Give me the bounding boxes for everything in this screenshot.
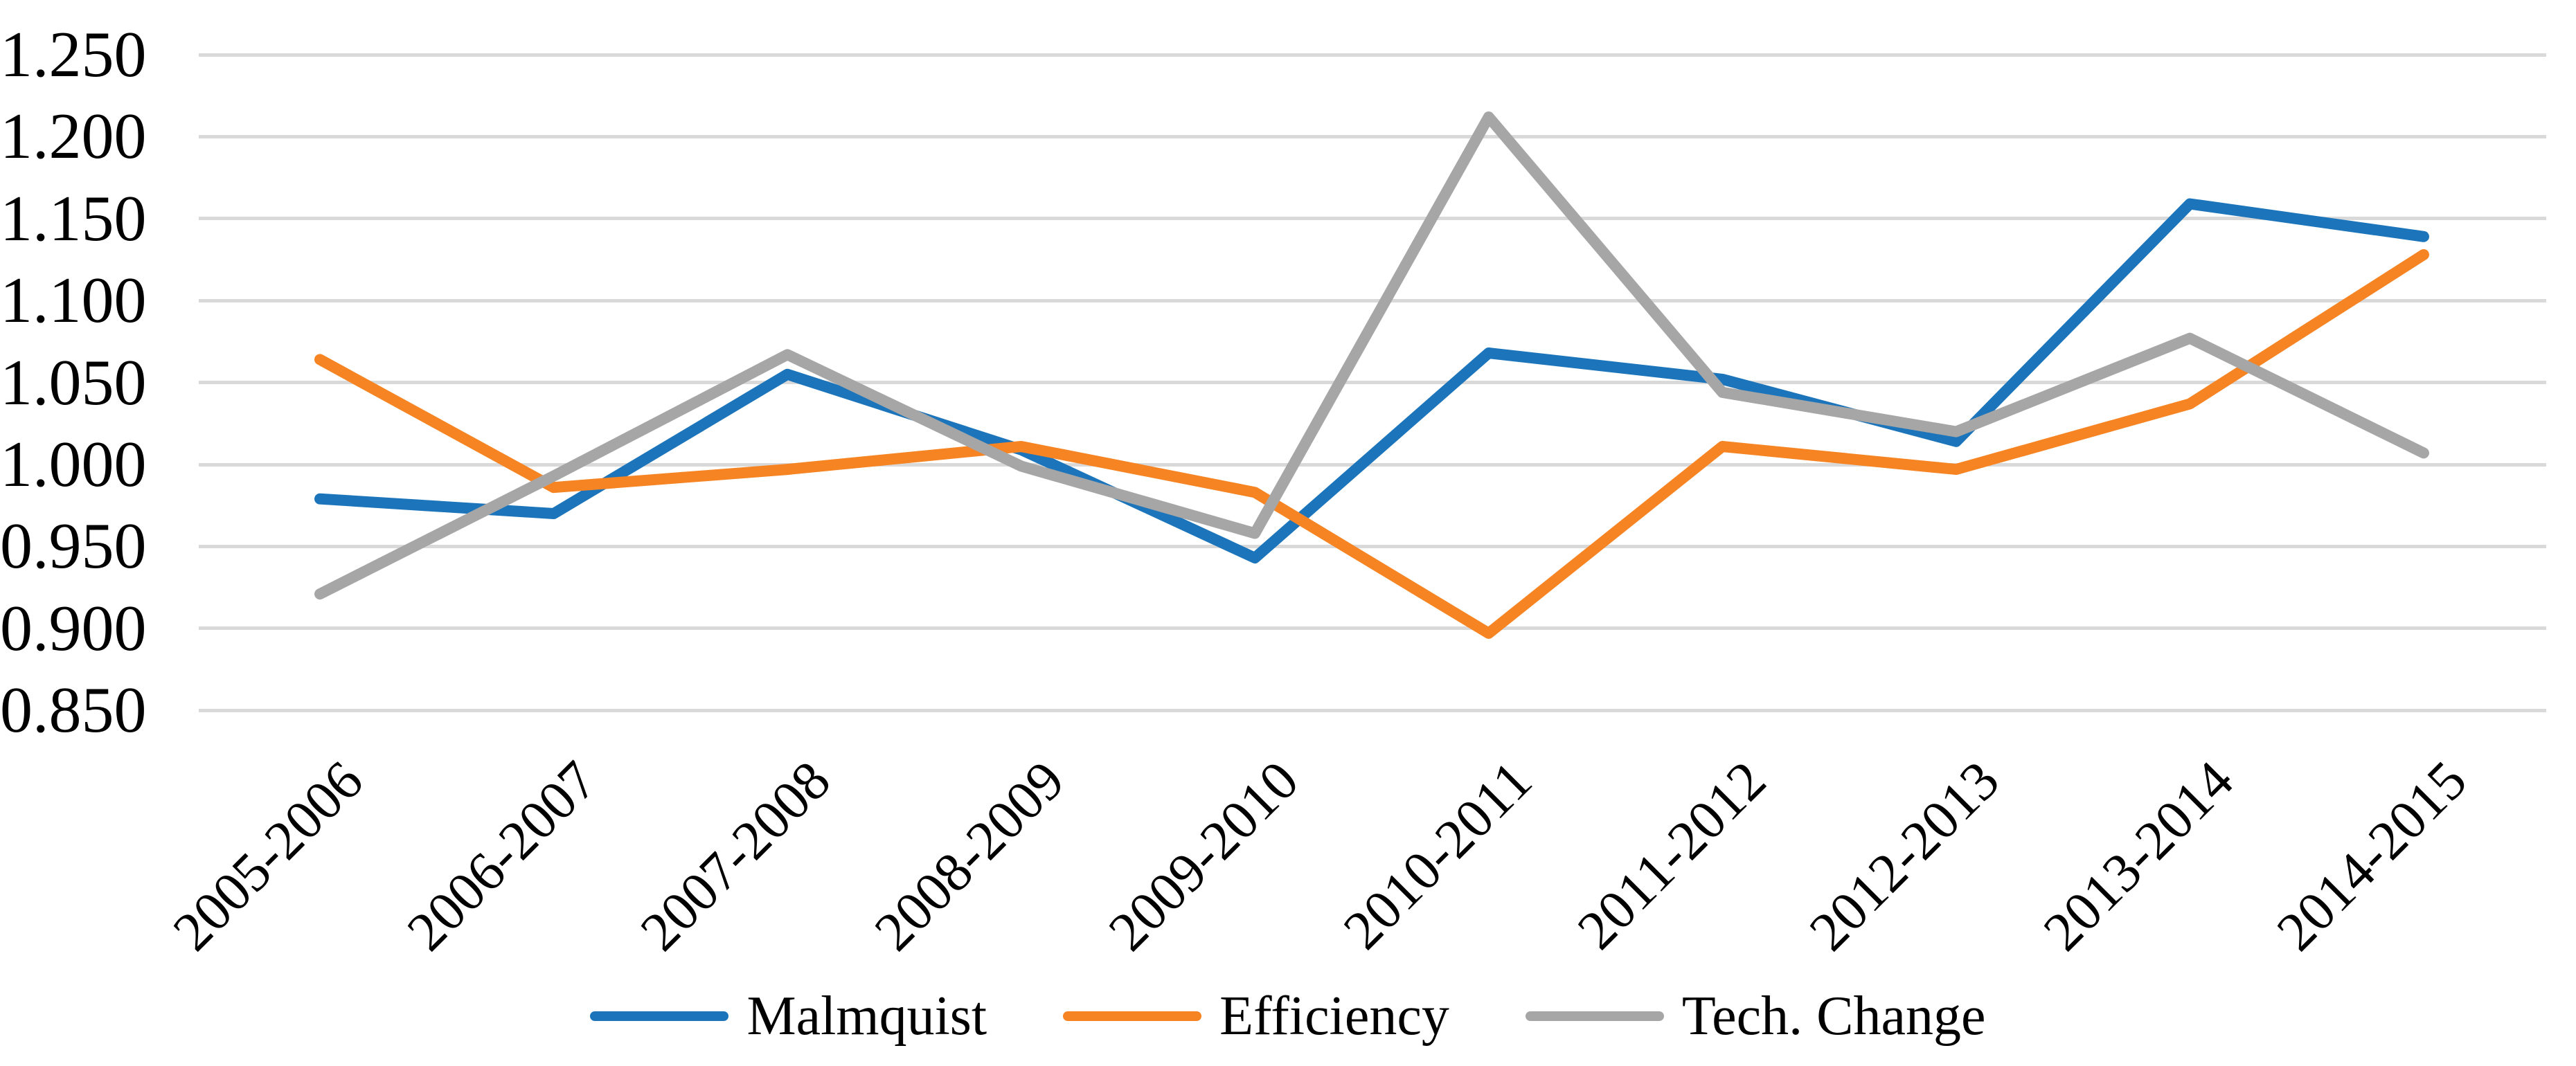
legend-item-tech-change: Tech. Change (1525, 984, 1986, 1048)
y-axis-tick-label: 1.200 (0, 100, 147, 173)
legend-label: Efficiency (1219, 986, 1449, 1047)
y-axis-tick-label: 1.250 (0, 19, 147, 91)
series-line-tech-change (314, 111, 2429, 600)
y-axis-tick-label: 1.050 (0, 346, 147, 419)
legend-label: Malmquist (746, 986, 987, 1047)
gridline (199, 134, 2546, 138)
gridline (199, 626, 2546, 631)
y-axis-tick-label: 1.150 (0, 182, 147, 255)
series-line-malmquist (314, 198, 2429, 563)
y-axis-tick-label: 1.000 (0, 428, 147, 500)
y-axis-tick-label: 0.850 (0, 674, 147, 747)
gridline (199, 462, 2546, 467)
gridline (199, 544, 2546, 548)
gridline (199, 298, 2546, 302)
legend-swatch-malmquist (590, 1011, 729, 1021)
legend-swatch-efficiency (1063, 1011, 1202, 1021)
gridline (199, 53, 2546, 57)
y-axis-tick-label: 1.100 (0, 264, 147, 337)
y-axis-tick-label: 0.950 (0, 510, 147, 583)
series-line-efficiency (314, 249, 2429, 639)
gridline (199, 381, 2546, 385)
y-axis-tick-label: 0.900 (0, 592, 147, 665)
legend: Malmquist Efficiency Tech. Change (0, 975, 2576, 1058)
legend-label: Tech. Change (1681, 986, 1986, 1047)
legend-item-efficiency: Efficiency (1063, 984, 1449, 1048)
gridline (199, 708, 2546, 712)
legend-swatch-tech-change (1525, 1011, 1664, 1021)
legend-item-malmquist: Malmquist (590, 984, 987, 1048)
gridline (199, 217, 2546, 221)
